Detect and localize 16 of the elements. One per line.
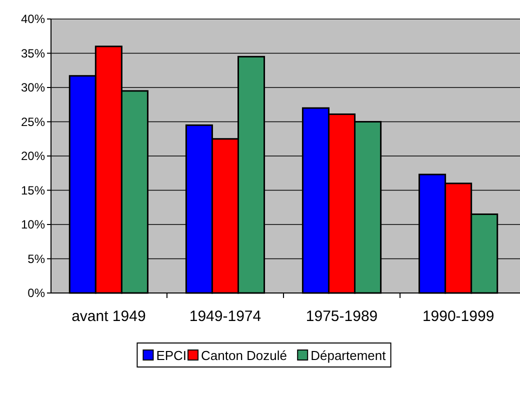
y-tick-label: 30% xyxy=(20,80,46,95)
x-tick-label: 1975-1989 xyxy=(306,308,378,325)
y-tick-label: 10% xyxy=(20,218,46,232)
x-tick-label: avant 1949 xyxy=(72,308,146,325)
x-tick-label: 1949-1974 xyxy=(189,308,262,325)
y-tick-label: 20% xyxy=(20,149,46,164)
x-tick-label: 1990-1999 xyxy=(422,308,494,325)
y-tick-label: 25% xyxy=(20,114,46,129)
legend-label: EPCI xyxy=(156,348,187,363)
legend-label: Département xyxy=(310,348,386,363)
y-tick-label: 40% xyxy=(20,12,46,26)
y-tick-label: 15% xyxy=(20,183,46,198)
legend-label: Canton Dozulé xyxy=(201,348,287,363)
y-tick-label: 35% xyxy=(20,46,46,60)
y-tick-label: 5% xyxy=(28,252,46,266)
y-tick-label: 0% xyxy=(28,286,46,300)
